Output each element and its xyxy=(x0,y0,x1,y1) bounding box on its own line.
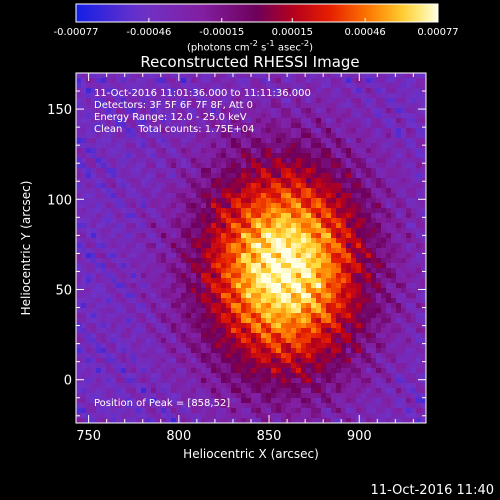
colorbar-tick-label: -0.00077 xyxy=(54,27,99,38)
x-axis-label: Heliocentric X (arcsec) xyxy=(183,447,319,461)
y-tick-label: 50 xyxy=(55,283,72,298)
y-tick-label: 150 xyxy=(47,103,72,118)
colorbar-tick-label: -0.00015 xyxy=(199,27,244,38)
annotation-detectors: Detectors: 3F 5F 6F 7F 8F, Att 0 xyxy=(94,100,254,111)
annotation-peak-position: Position of Peak = [858,52] xyxy=(94,398,231,409)
colorbar: -0.00077 -0.00046 -0.00015 0.00015 0.00046 0.… xyxy=(54,3,459,38)
colorbar-tick-label: -0.00046 xyxy=(126,27,171,38)
x-tick-label: 800 xyxy=(166,429,191,444)
colorbar-tick-label: 0.00015 xyxy=(272,27,313,38)
chart-title: Reconstructed RHESSI Image xyxy=(140,53,360,71)
annotation-method-counts: Clean Total counts: 1.75E+04 xyxy=(94,124,255,135)
colorbar-gradient xyxy=(75,3,439,23)
y-axis-label: Heliocentric Y (arcsec) xyxy=(19,180,33,316)
colorbar-tick-label: 0.00046 xyxy=(344,27,385,38)
annotation-energy-range: Energy Range: 12.0 - 25.0 keV xyxy=(94,112,247,123)
x-tick-label: 850 xyxy=(257,429,282,444)
colorbar-tick-label: 0.00077 xyxy=(417,27,458,38)
x-tick-label: 750 xyxy=(76,429,101,444)
y-tick-label: 0 xyxy=(64,374,72,389)
footer-timestamp: 11-Oct-2016 11:40 xyxy=(370,483,494,498)
annotation-time-range: 11-Oct-2016 11:01:36.000 to 11:11:36.000 xyxy=(94,88,311,99)
y-tick-label: 100 xyxy=(47,193,72,208)
x-tick-label: 900 xyxy=(347,429,372,444)
colorbar-units: (photons cm-2 s-1 asec-2) xyxy=(186,38,314,54)
